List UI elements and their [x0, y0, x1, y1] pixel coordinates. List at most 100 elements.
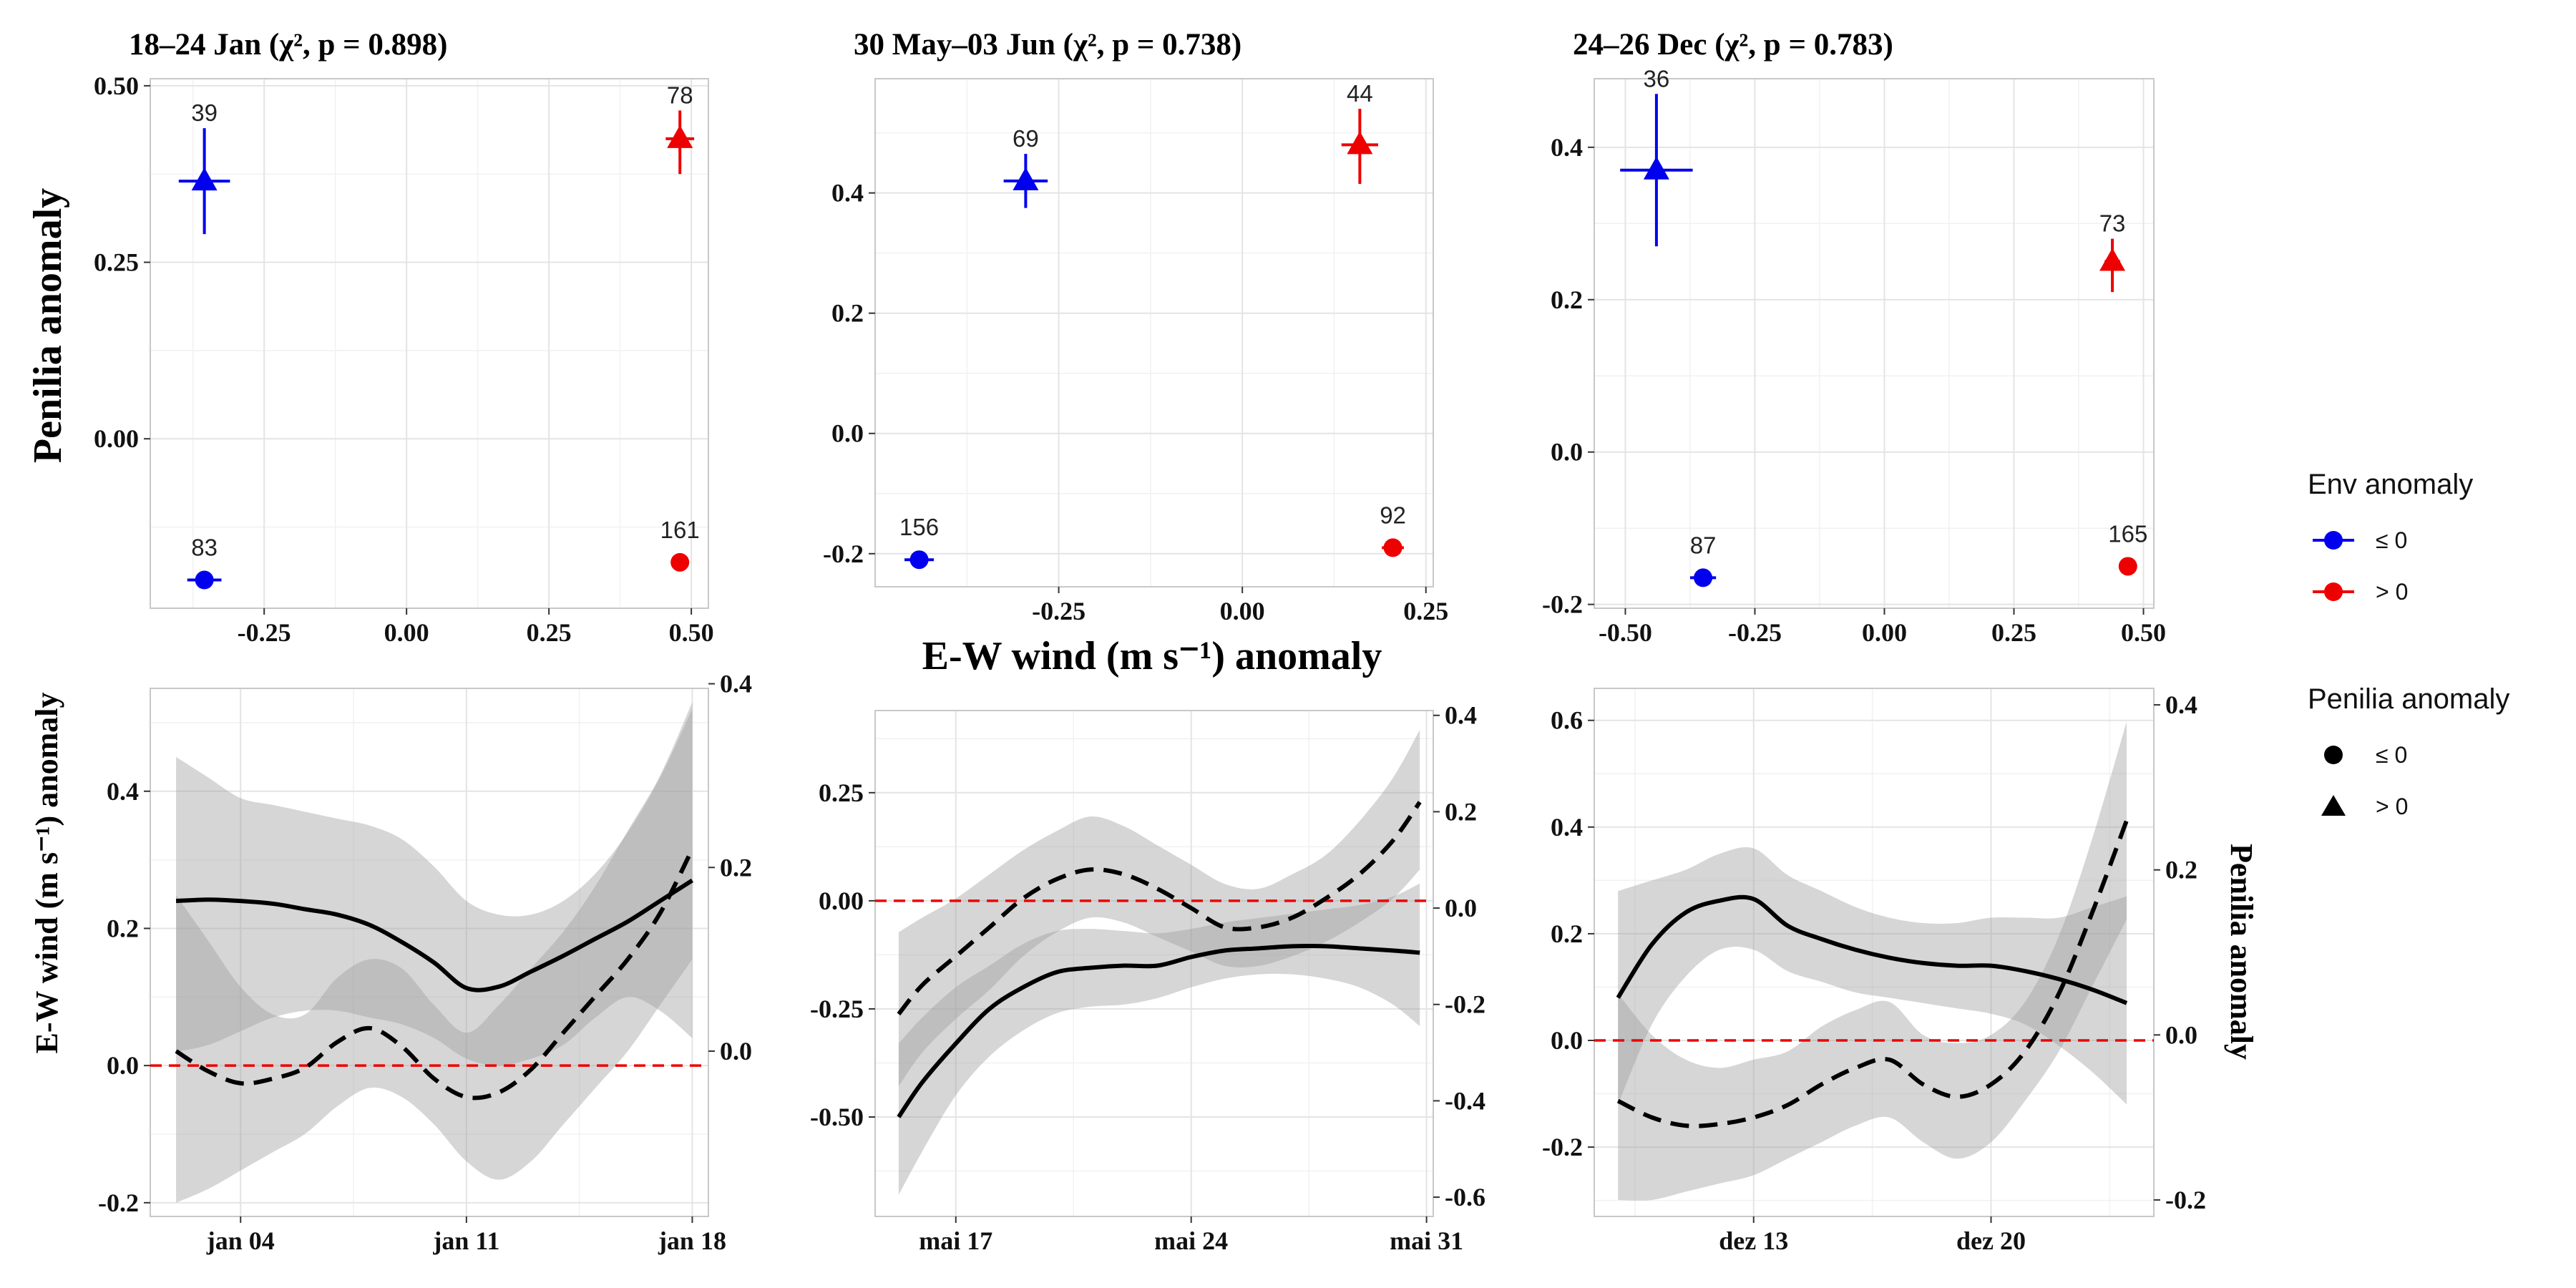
triangle-point [2099, 248, 2126, 271]
x-tick-label: 0.25 [1403, 597, 1448, 625]
y2-tick-label: 0.0 [1445, 894, 1477, 922]
panel-6: dez 13 dez 20 -0.2 0.0 0.2 0.4 0.6 -0.2 0.0 0.2 0.… [1542, 688, 2206, 1255]
legend-env-item-gt0: > 0 [2313, 579, 2408, 605]
x-tick-label: 0.50 [2121, 618, 2166, 647]
wind-solid-line [897, 943, 1420, 1118]
legend-env-dot-le0 [2324, 531, 2343, 550]
circle-point [2118, 557, 2137, 576]
legend-env-label-gt0: > 0 [2376, 579, 2408, 605]
y-tick-label: 0.25 [94, 248, 139, 277]
y-tick-label: -0.2 [823, 540, 864, 568]
circle-point [909, 550, 929, 570]
panel-3: -0.50 -0.25 0.00 0.25 0.50 -0.2 0.0 0.2 0.4 24–26… [1542, 28, 2166, 647]
plot-area [150, 702, 708, 1203]
wind-solid-line [175, 878, 694, 992]
y2-tick-label: -0.6 [1445, 1183, 1485, 1211]
sample-count-label: 161 [660, 517, 700, 543]
shared-x-axis-label: E-W wind (m s⁻¹) anomaly [922, 634, 1382, 678]
plot-border [874, 78, 1434, 587]
circle-point [195, 570, 214, 590]
x-tick-label: 0.00 [384, 618, 429, 647]
y2-tick-label: 0.2 [1445, 797, 1477, 826]
y-tick-label: 0.4 [831, 179, 864, 208]
y2-tick-label: 0.0 [2165, 1020, 2197, 1049]
legend-env-title: Env anomaly [2308, 469, 2473, 500]
sample-count-label: 69 [1013, 125, 1039, 152]
y-tick-label: 0.4 [107, 777, 139, 806]
wind-solid-line [1616, 894, 2128, 1005]
confidence-band [1618, 847, 2127, 1105]
x-tick-label: dez 20 [1956, 1226, 2026, 1255]
panel-title: 24–26 Dec (χ², p = 0.783) [1573, 28, 1893, 62]
x-tick-label: -0.25 [238, 618, 291, 647]
y-tick-label: 0.2 [1551, 919, 1583, 948]
y-tick-label: -0.2 [1542, 590, 1583, 619]
plot-border [874, 710, 1434, 1217]
y-tick-label: -0.2 [1542, 1133, 1583, 1161]
y-tick-label: -0.2 [98, 1189, 139, 1217]
plot-background [150, 688, 708, 1216]
x-tick-label: -0.50 [1599, 618, 1652, 647]
y2-tick-label: 0.2 [720, 853, 752, 882]
sample-count-label: 39 [191, 99, 218, 126]
triangle-point [1643, 156, 1669, 180]
y-tick-label: 0.00 [819, 887, 864, 915]
legend-env-label-le0: ≤ 0 [2376, 527, 2407, 553]
panel-4: jan 04 jan 11 jan 18 -0.2 0.0 0.2 0.4 0.0 0.2 0.4 [98, 670, 752, 1255]
panel-2: -0.25 0.00 0.25 -0.2 0.0 0.2 0.4 30 May–03 Jun … [823, 28, 1448, 625]
triangle-point [667, 125, 693, 148]
legend: Env anomaly ≤ 0 > 0 Penilia anomaly ≤ 0 … [2308, 469, 2509, 819]
circle-point [1383, 538, 1402, 557]
confidence-band [176, 708, 693, 1066]
confidence-band [898, 883, 1420, 1195]
confidence-band [898, 729, 1420, 1087]
y-tick-label: 0.25 [819, 779, 864, 807]
sample-count-label: 156 [899, 514, 939, 540]
sample-count-label: 87 [1690, 532, 1717, 558]
circle-point [670, 552, 690, 572]
x-tick-label: 0.00 [1862, 618, 1907, 647]
plot-border [1594, 688, 2155, 1217]
plot-border [150, 688, 709, 1217]
x-tick-label: 0.25 [1991, 618, 2036, 647]
y-tick-label: 0.6 [1551, 706, 1583, 735]
legend-penilia-title: Penilia anomaly [2308, 683, 2509, 715]
y2-tick-label: 0.2 [2165, 856, 2197, 884]
sample-count-label: 36 [1644, 65, 1670, 92]
x-tick-label: 0.00 [1220, 597, 1265, 625]
y-tick-label: 0.2 [107, 914, 139, 942]
x-tick-label: jan 18 [658, 1226, 726, 1255]
sample-count-label: 73 [2099, 210, 2126, 237]
y-tick-label: 0.2 [1551, 286, 1583, 314]
legend-circle-symbol [2324, 746, 2343, 764]
sample-count-label: 92 [1380, 502, 1406, 528]
y2-tick-label: 0.4 [1445, 701, 1477, 730]
legend-env-item-le0: ≤ 0 [2313, 527, 2407, 553]
y2-tick-label: -0.2 [2165, 1186, 2206, 1214]
plot-background [875, 79, 1433, 587]
y2-tick-label: -0.2 [1445, 990, 1485, 1019]
panel-title: 18–24 Jan (χ², p = 0.898) [129, 28, 447, 62]
bottom-y2-axis-label: Penilia anomaly [2224, 844, 2259, 1060]
legend-penilia-item-le0: ≤ 0 [2324, 742, 2407, 768]
x-tick-label: mai 17 [919, 1226, 992, 1255]
y-tick-label: 0.00 [94, 424, 139, 453]
plot-background [1594, 79, 2154, 608]
y2-tick-label: 0.4 [2165, 691, 2197, 719]
penilia-dashed-line [175, 848, 695, 1101]
y-tick-label: 0.4 [1551, 813, 1583, 841]
sample-count-label: 78 [667, 82, 693, 108]
x-tick-label: -0.25 [1032, 597, 1085, 625]
sample-count-label: 83 [191, 535, 218, 561]
legend-env-dot-gt0 [2324, 582, 2343, 601]
plot-border [150, 78, 709, 609]
plot-border [1594, 78, 2155, 609]
triangle-point [191, 167, 218, 191]
panel-5: mai 17 mai 24 mai 31 -0.50 -0.25 0.00 0.25 -0.6… [810, 701, 1485, 1255]
x-tick-label: jan 04 [206, 1226, 275, 1255]
legend-penilia-label-gt0: > 0 [2376, 794, 2408, 819]
x-tick-label: mai 31 [1390, 1226, 1463, 1255]
y-tick-label: -0.50 [810, 1103, 864, 1131]
y-tick-label: 0.0 [1551, 1026, 1583, 1055]
